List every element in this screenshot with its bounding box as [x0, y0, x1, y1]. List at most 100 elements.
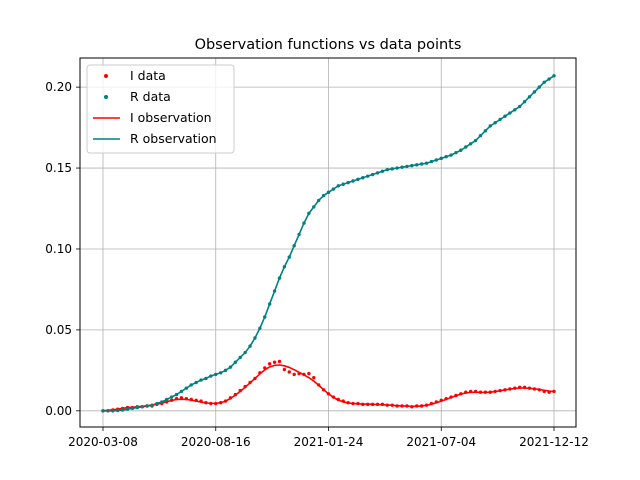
data-point-i-data: [302, 372, 306, 377]
data-point-r-data: [415, 163, 419, 167]
x-axis: 2020-03-08 2020-08-16 2021-01-24 2021-07-04…: [68, 427, 589, 449]
data-point-i-data: [346, 401, 350, 405]
y-tick-label: 0.10: [45, 242, 72, 256]
data-point-r-data: [478, 133, 483, 138]
data-point-i-data: [405, 404, 409, 408]
data-point-i-data: [400, 404, 404, 408]
data-point-i-data: [434, 400, 439, 404]
legend-label-i-observation: I observation: [130, 110, 212, 125]
data-point-i-data: [204, 401, 208, 405]
data-point-i-data: [292, 372, 296, 377]
data-point-i-data: [537, 388, 541, 392]
data-point-r-data: [228, 365, 233, 369]
data-point-r-data: [503, 114, 507, 118]
data-point-r-data: [243, 350, 247, 355]
data-point-i-data: [390, 403, 394, 407]
data-point-r-data: [395, 166, 399, 170]
data-point-i-data: [375, 402, 380, 407]
data-point-r-data: [527, 95, 532, 99]
data-point-r-data: [468, 142, 473, 146]
data-point-i-data: [410, 405, 414, 409]
data-point-i-data: [517, 385, 522, 390]
data-point-r-data: [116, 408, 120, 413]
data-point-i-data: [468, 389, 473, 394]
data-point-r-data: [537, 85, 541, 89]
data-point-i-data: [243, 384, 247, 389]
data-point-r-data: [204, 376, 208, 381]
data-point-r-data: [488, 124, 492, 128]
data-point-i-data: [307, 371, 311, 376]
data-point-r-data: [312, 205, 316, 209]
data-point-r-data: [169, 395, 174, 399]
data-point-r-data: [366, 174, 370, 178]
data-point-i-data: [449, 395, 453, 399]
data-point-r-data: [302, 221, 306, 225]
data-point-i-data: [380, 402, 385, 407]
data-point-r-data: [287, 255, 291, 259]
x-tick-label: 2021-07-04: [406, 435, 476, 449]
data-point-i-data: [165, 400, 169, 404]
data-point-i-data: [233, 392, 238, 397]
data-point-r-data: [336, 184, 340, 188]
data-point-r-data: [106, 409, 110, 413]
data-point-r-data: [341, 182, 345, 186]
data-point-r-data: [532, 90, 537, 94]
data-point-i-data: [498, 388, 502, 393]
data-point-i-data: [218, 401, 223, 405]
data-point-i-data: [454, 393, 458, 398]
data-point-i-data: [366, 402, 370, 407]
data-point-i-data: [336, 397, 340, 402]
data-point-r-data: [140, 405, 144, 409]
data-point-i-data: [419, 404, 424, 408]
data-point-i-data: [444, 396, 448, 401]
grid: [80, 58, 576, 427]
data-point-r-data: [233, 360, 238, 364]
data-point-r-data: [130, 406, 135, 411]
data-point-i-data: [194, 398, 198, 402]
data-point-r-data: [454, 150, 458, 155]
data-point-i-data: [415, 404, 419, 408]
data-point-i-data: [223, 399, 228, 403]
x-tick-label: 2020-08-16: [181, 435, 251, 449]
data-point-r-data: [174, 392, 179, 397]
data-point-r-data: [419, 162, 424, 166]
data-point-r-data: [410, 163, 414, 168]
data-point-r-data: [214, 372, 218, 377]
data-point-i-data: [174, 396, 179, 401]
data-point-i-data: [459, 392, 463, 396]
data-point-i-data: [238, 388, 242, 393]
data-point-r-data: [473, 138, 478, 143]
data-point-i-data: [277, 359, 282, 364]
data-point-i-data: [179, 396, 184, 400]
data-point-i-data: [542, 389, 546, 394]
data-point-r-data: [238, 355, 242, 360]
y-tick-label: 0.20: [45, 80, 72, 94]
data-point-r-data: [513, 108, 517, 112]
x-tick-label: 2021-12-12: [519, 435, 589, 449]
data-point-i-data: [527, 386, 532, 390]
data-point-r-data: [135, 405, 140, 410]
data-point-r-data: [317, 198, 321, 203]
data-point-r-data: [218, 371, 223, 375]
data-point-r-data: [184, 386, 189, 390]
data-point-r-data: [258, 326, 262, 330]
data-point-i-data: [341, 399, 345, 403]
data-point-r-data: [145, 404, 149, 408]
data-point-r-data: [405, 164, 409, 169]
data-point-r-data: [199, 378, 203, 382]
data-point-r-data: [297, 232, 301, 237]
data-point-i-data: [248, 380, 252, 385]
data-point-r-data: [517, 104, 522, 109]
data-point-r-data: [189, 383, 193, 387]
data-point-r-data: [155, 401, 159, 406]
data-point-r-data: [542, 80, 546, 84]
data-point-r-data: [165, 397, 169, 402]
data-point-i-data: [513, 386, 517, 390]
data-point-r-data: [356, 177, 360, 182]
data-point-i-data: [488, 390, 492, 394]
data-point-i-data: [184, 396, 189, 401]
data-point-r-data: [552, 74, 556, 78]
data-point-i-data: [439, 398, 443, 402]
data-point-i-data: [552, 389, 556, 394]
legend-marker-i-data: [104, 74, 108, 78]
